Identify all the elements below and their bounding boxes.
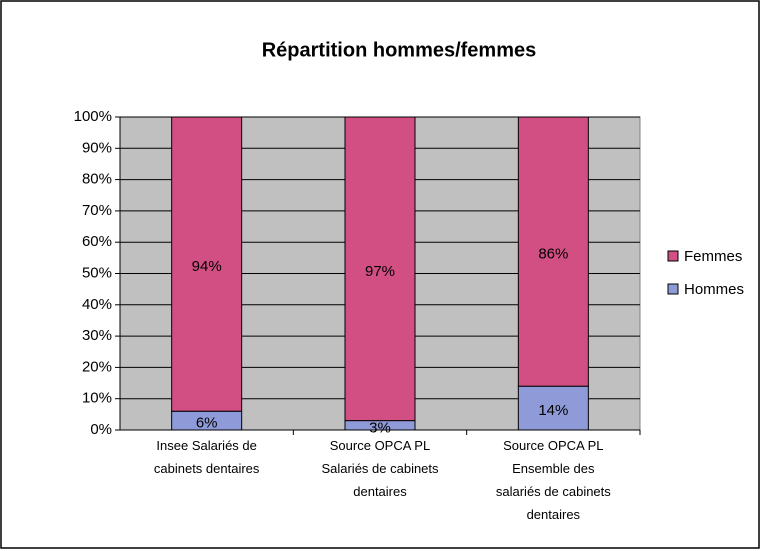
y-tick-label: 90% — [82, 139, 112, 156]
y-tick-label: 70% — [82, 202, 112, 219]
y-tick-label: 40% — [82, 296, 112, 313]
chart-title: Répartition hommes/femmes — [262, 39, 537, 61]
bar-segment — [517, 116, 589, 387]
legend-swatch — [667, 283, 679, 295]
y-tick-label: 100% — [74, 108, 112, 125]
data-label: 86% — [538, 246, 568, 263]
data-label: 94% — [192, 258, 222, 275]
x-tick-label: Source OPCA PL Salariés de cabinets dent… — [321, 438, 439, 499]
data-label: 6% — [196, 415, 218, 432]
y-tick-label: 30% — [82, 327, 112, 344]
x-tick-label: Source OPCA PL Ensemble des salariés de … — [495, 438, 611, 522]
x-tick-label-box: Source OPCA PL Salariés de cabinets dent… — [321, 438, 439, 499]
legend-label: Hommes — [684, 281, 744, 298]
x-tick-label: Insee Salariés de cabinets dentaires — [153, 438, 260, 476]
bar-segment — [517, 385, 589, 431]
y-tick-label: 20% — [82, 358, 112, 375]
bar-segment — [344, 116, 416, 422]
y-tick-label: 0% — [90, 421, 112, 438]
data-label: 97% — [365, 263, 395, 280]
y-tick-label: 60% — [82, 233, 112, 250]
x-tick-label-box: Source OPCA PL Ensemble des salariés de … — [495, 438, 611, 522]
x-tick-label-box: Insee Salariés de cabinets dentaires — [153, 438, 260, 476]
data-label: 3% — [369, 419, 391, 436]
data-label: 14% — [538, 402, 568, 419]
legend-swatch — [667, 250, 679, 262]
y-tick-label: 50% — [82, 264, 112, 281]
bar-segment — [171, 116, 243, 412]
y-tick-label: 80% — [82, 171, 112, 188]
legend-label: Femmes — [684, 248, 742, 265]
y-tick-label: 10% — [82, 390, 112, 407]
